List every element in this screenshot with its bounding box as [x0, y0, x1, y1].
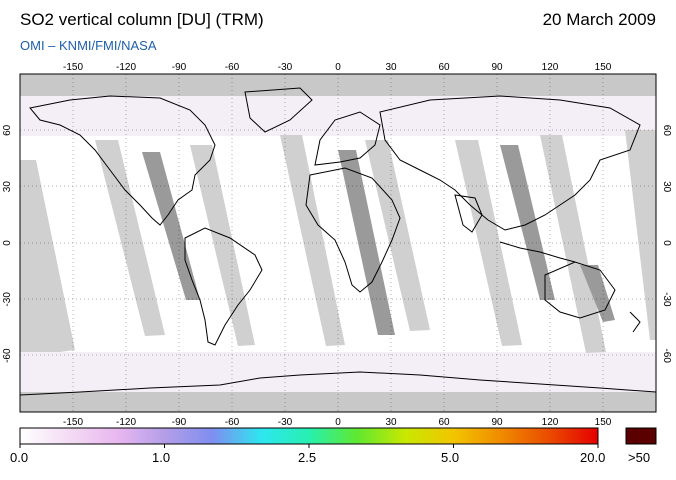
coast-india: [454, 194, 483, 233]
coast-europe: [314, 111, 381, 166]
lat-tick-label: -30: [2, 292, 13, 307]
lat-tick-label: -60: [661, 348, 672, 363]
lat-ticks-left: 60 30 0 -30 -60: [2, 124, 13, 363]
colorbar-overflow-label: >50: [628, 450, 651, 465]
lat-tick-label: 60: [2, 124, 13, 136]
swath: [540, 135, 606, 353]
colorbar: [19, 427, 599, 445]
swath: [20, 160, 75, 352]
coast-asia: [379, 95, 641, 231]
lon-tick-label: -150: [63, 62, 83, 73]
coast-africa: [305, 167, 401, 293]
lat-tick-label: -30: [661, 292, 672, 307]
lon-tick-label: -30: [278, 417, 293, 428]
lon-tick-label: 60: [438, 417, 450, 428]
map-title: SO2 vertical column [DU] (TRM): [20, 10, 264, 29]
lon-tick-label: 120: [542, 417, 559, 428]
overlap-swath: [338, 150, 395, 335]
north-polar-band: [20, 74, 656, 96]
colorbar-label: 1.0: [152, 450, 171, 465]
map-frame: [19, 73, 657, 413]
lat-tick-label: 0: [661, 240, 672, 246]
coast-antarctica: [20, 371, 656, 396]
coastlines: [20, 87, 656, 396]
colorbar-ticks: [19, 444, 599, 448]
swath: [95, 140, 165, 336]
overlap-swaths: [142, 145, 615, 335]
lon-tick-label: 90: [491, 62, 503, 73]
lat-tick-label: 0: [2, 240, 13, 246]
lon-tick-label: 30: [385, 417, 397, 428]
lon-tick-label: -90: [172, 62, 187, 73]
lat-tick-label: 30: [2, 181, 13, 193]
lat-tick-label: 30: [661, 181, 672, 193]
coast-australia: [544, 261, 616, 319]
coast-north-america: [29, 95, 216, 226]
lon-tick-label: 90: [491, 417, 503, 428]
lon-tick-label: 30: [385, 62, 397, 73]
lat-tick-label: 60: [661, 125, 672, 137]
lat-ticks-right: 60 30 0 -30 -60: [661, 125, 672, 364]
lon-tick-label: -120: [116, 62, 136, 73]
colorbar-label: 0.0: [10, 450, 29, 465]
lon-tick-label: -120: [116, 417, 136, 428]
coast-indonesia: [499, 241, 576, 263]
map-date: 20 March 2009: [542, 10, 656, 29]
lon-tick-label: 150: [595, 417, 612, 428]
colorbar-label: 20.0: [580, 450, 606, 465]
colorbar-label: 2.5: [298, 450, 317, 465]
overlap-swath: [142, 152, 200, 300]
lon-ticks-bottom: -150 -120 -90 -60 -30 0 30 60 90 120 150: [63, 417, 612, 428]
lon-tick-label: -60: [225, 417, 240, 428]
swath: [280, 135, 345, 346]
lon-tick-label: -150: [63, 417, 83, 428]
lon-tick-label: -30: [278, 62, 293, 73]
data-credit: OMI – KNMI/FMI/NASA: [20, 38, 157, 53]
lon-tick-label: 150: [595, 62, 612, 73]
lon-tick-label: 60: [438, 62, 450, 73]
lon-tick-label: 0: [335, 417, 341, 428]
lon-ticks-top: -150 -120 -90 -60 -30 0 30 60 90 120 150: [63, 62, 612, 73]
lon-tick-label: 120: [542, 62, 559, 73]
overlap-swath: [500, 145, 555, 300]
lat-tick-label: -60: [2, 348, 13, 363]
lon-tick-label: -60: [225, 62, 240, 73]
coast-greenland: [244, 87, 313, 133]
swath: [625, 130, 656, 340]
coast-new-zealand: [629, 311, 641, 333]
swath: [190, 145, 255, 346]
lon-tick-label: 0: [335, 62, 341, 73]
colorbar-label: 5.0: [441, 450, 460, 465]
graticule: [20, 74, 656, 412]
colorbar-overflow: [625, 427, 657, 445]
lon-tick-label: -90: [172, 417, 187, 428]
map-content: [20, 74, 656, 412]
coast-south-america: [184, 227, 263, 346]
